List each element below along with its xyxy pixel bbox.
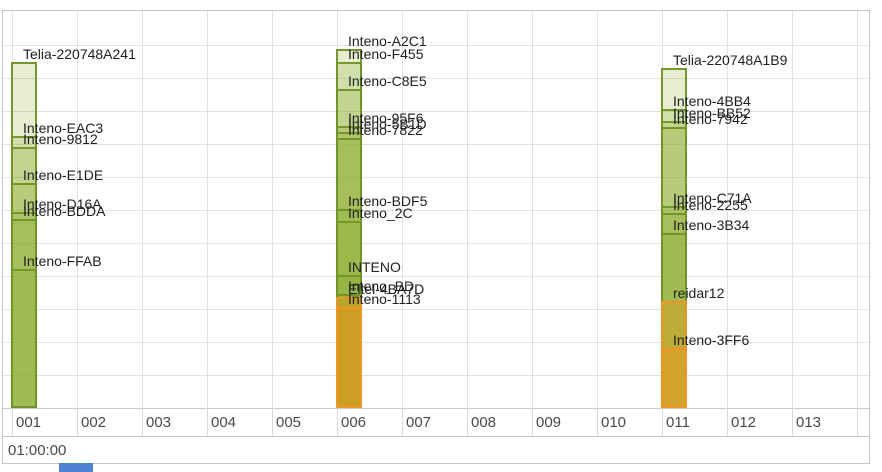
x-axis-tick-label: 006: [341, 414, 367, 431]
axis-cell-separator: [662, 408, 663, 436]
network-label: Inteno-7942: [673, 111, 748, 127]
axis-cell-separator: [402, 408, 403, 436]
x-axis-tick-label: 005: [276, 414, 302, 431]
network-label: INTENO: [348, 259, 401, 275]
network-label: Inteno-C71A: [673, 190, 752, 206]
network-label: Inteno-5B1D: [348, 116, 427, 132]
network-label: Inteno-BDDA: [23, 203, 106, 219]
network-label: Inteno-A2C1: [348, 33, 427, 49]
network-label: Inteno-BB52: [673, 105, 751, 121]
axis-cell-separator: [727, 408, 728, 436]
x-axis-tick-label: 011: [666, 414, 690, 431]
network-bar: [336, 297, 362, 408]
network-label: Inteno-D16A: [23, 196, 102, 212]
axis-cell-separator: [597, 408, 598, 436]
network-label: reidar12: [673, 285, 725, 301]
vertical-gridline: [857, 10, 858, 408]
axis-cell-separator: [272, 408, 273, 436]
network-label: Inteno-C8E5: [348, 73, 427, 89]
network-label: Inteno-FFAB: [23, 253, 102, 269]
network-label: Inteno_BD: [348, 278, 415, 294]
axis-cell-separator: [12, 408, 13, 436]
axis-cell-separator: [337, 408, 338, 436]
network-label: Inteno-7822: [348, 122, 423, 138]
network-bar: [336, 307, 362, 408]
horizontal-gridline: [3, 177, 870, 178]
network-label: Inteno-9812: [23, 131, 98, 147]
vertical-gridline: [142, 10, 143, 408]
network-label: Inteno-E1DE: [23, 167, 104, 183]
network-label: Inteno-F455: [348, 46, 424, 62]
horizontal-gridline: [3, 276, 870, 277]
network-bar: [11, 269, 37, 408]
x-axis-tick-label: 003: [146, 414, 172, 431]
network-label: Inteno-2255: [673, 197, 748, 213]
vertical-gridline: [792, 10, 793, 408]
x-axis-tick-label: 013: [796, 414, 822, 431]
vertical-gridline: [597, 10, 598, 408]
vertical-gridline: [77, 10, 78, 408]
horizontal-gridline: [3, 78, 870, 79]
network-label: Inteno-3FF6: [673, 332, 750, 348]
network-bar: [336, 126, 362, 408]
axis-cell-separator: [532, 408, 533, 436]
network-label: Inteno-1113: [348, 291, 421, 307]
axis-cell-separator: [207, 408, 208, 436]
axis-cell-separator: [77, 408, 78, 436]
horizontal-gridline: [3, 342, 870, 343]
vertical-gridline: [402, 10, 403, 408]
blue-marker: [59, 463, 93, 472]
network-bar: [661, 348, 687, 408]
vertical-gridline: [727, 10, 728, 408]
network-label: Inteno-BDF5: [348, 193, 428, 209]
horizontal-gridline: [3, 144, 870, 145]
time-row-divider: [2, 436, 870, 437]
x-axis-tick-label: 009: [536, 414, 562, 431]
horizontal-gridline: [3, 111, 870, 112]
x-axis-tick-label: 004: [211, 414, 237, 431]
x-axis-tick-label: 010: [601, 414, 627, 431]
x-axis-tick-label: 001: [16, 414, 42, 431]
time-label: 01:00:00: [8, 442, 67, 459]
vertical-gridline: [467, 10, 468, 408]
network-label: Inteno-EAC3: [23, 120, 104, 136]
horizontal-gridline: [3, 45, 870, 46]
vertical-gridline: [532, 10, 533, 408]
horizontal-gridline: [3, 243, 870, 244]
network-label: Inteno-3B34: [673, 217, 750, 233]
horizontal-gridline: [3, 375, 870, 376]
axis-cell-separator: [142, 408, 143, 436]
network-label: Inteno-95F6: [348, 110, 424, 126]
x-axis-line: [2, 408, 870, 409]
vertical-gridline: [207, 10, 208, 408]
horizontal-gridline: [3, 210, 870, 211]
network-label: Eltel-4BA7D: [348, 281, 425, 297]
network-label: Inteno_2C: [348, 205, 413, 221]
network-label: Telia-220748A1B9: [673, 52, 788, 68]
x-axis-tick-label: 007: [406, 414, 432, 431]
x-axis-tick-label: 012: [731, 414, 757, 431]
axis-cell-separator: [467, 408, 468, 436]
axis-cell-separator: [857, 408, 858, 436]
x-axis-tick-label: 002: [81, 414, 107, 431]
network-label: Telia-220748A241: [23, 46, 136, 62]
x-axis-tick-label: 008: [471, 414, 497, 431]
vertical-gridline: [272, 10, 273, 408]
horizontal-gridline: [3, 309, 870, 310]
network-label: Inteno-4BB4: [673, 93, 751, 109]
axis-cell-separator: [792, 408, 793, 436]
